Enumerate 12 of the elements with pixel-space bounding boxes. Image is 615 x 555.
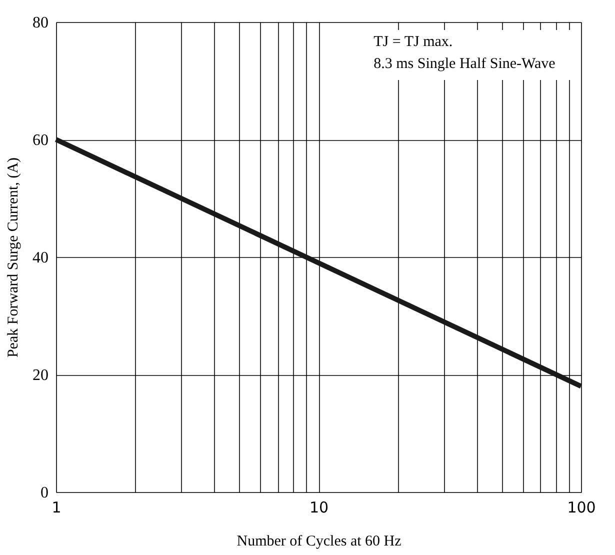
x-tick-label: 1: [52, 498, 62, 516]
y-axis-title: Peak Forward Surge Current, (A): [6, 157, 22, 358]
y-tick-label: 20: [32, 367, 48, 384]
x-tick-label: 10: [309, 498, 329, 516]
y-tick-label: 80: [32, 14, 48, 32]
y-tick-label: 0: [40, 484, 48, 502]
y-tick-label: 60: [32, 132, 48, 149]
y-tick-label: 40: [32, 250, 48, 266]
x-axis-title: Number of Cycles at 60 Hz: [236, 534, 402, 550]
annotation: 8.3 ms Single Half Sine-Wave: [374, 56, 556, 72]
annotation: TJ = TJ max.: [374, 34, 453, 50]
x-tick-label: 100: [567, 498, 596, 516]
